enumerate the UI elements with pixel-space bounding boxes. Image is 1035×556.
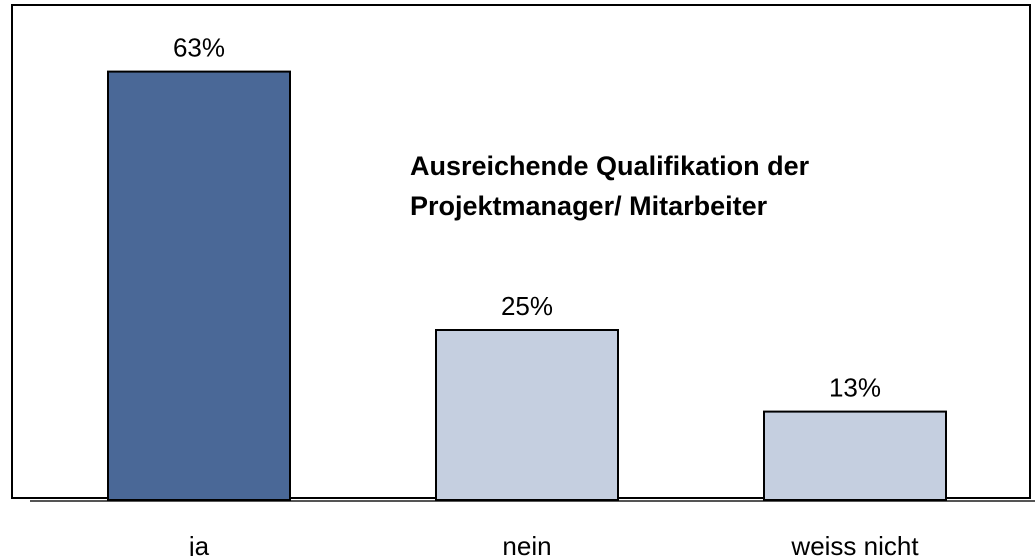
- chart-title: Ausreichende Qualifikation der Projektma…: [410, 151, 810, 221]
- bar: [763, 410, 947, 502]
- x-tick-label: ja: [188, 531, 210, 556]
- value-label: 13%: [829, 372, 881, 402]
- value-label: 63%: [173, 32, 225, 62]
- bar: [107, 70, 291, 501]
- x-tick-label: nein: [502, 531, 551, 556]
- bar: [435, 329, 619, 501]
- value-label: 25%: [501, 291, 553, 321]
- x-tick-label: weiss nicht: [790, 531, 919, 556]
